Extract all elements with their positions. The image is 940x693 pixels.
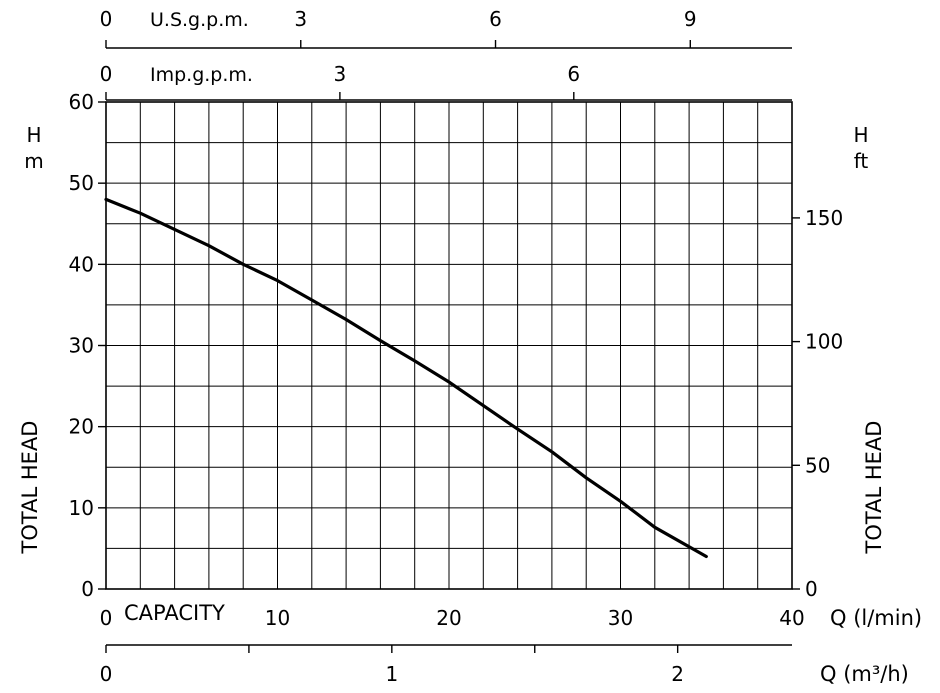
series-line-0 — [106, 199, 706, 556]
y-tick-label-left: 10 — [69, 496, 94, 520]
y-tick-label-right: 0 — [805, 577, 818, 601]
y-axis-unit-h-right: H — [853, 123, 868, 147]
y-tick-label-right: 150 — [805, 206, 843, 230]
y-tick-label-left: 20 — [69, 415, 94, 439]
x-axis-unit-m3h: Q (m³/h) — [820, 662, 909, 686]
x-tick-label-lmin: 20 — [436, 606, 461, 630]
y-axis-unit-ft-right: ft — [854, 149, 869, 173]
series — [106, 199, 706, 556]
y-axis-title-left: TOTAL HEAD — [18, 421, 42, 555]
top-axis-impgpm-tick-label: 3 — [334, 62, 347, 86]
top-axis-unit-impgpm: Imp.g.p.m. — [150, 64, 253, 86]
x-axis-unit-lmin: Q (l/min) — [830, 606, 922, 630]
top-axis-impgpm-tick-label: 0 — [100, 62, 113, 86]
x-tick-label-lmin: 0 — [100, 606, 113, 630]
y-axis-title-right: TOTAL HEAD — [862, 421, 886, 555]
y-tick-label-right: 100 — [805, 330, 843, 354]
top-axis-usgpm-tick-label: 9 — [684, 7, 697, 31]
y-tick-label-left: 50 — [69, 171, 94, 195]
y-tick-label-left: 40 — [69, 252, 94, 276]
top-axis-usgpm-tick-label: 6 — [489, 7, 502, 31]
grid — [106, 102, 792, 589]
x-axis-title: CAPACITY — [124, 601, 225, 625]
top-axis-usgpm-tick-label: 0 — [100, 7, 113, 31]
top-axis-impgpm-tick-label: 6 — [567, 62, 580, 86]
x-axis-m3h-tick-label: 1 — [385, 662, 398, 686]
top-axis-unit-usgpm: U.S.g.p.m. — [150, 9, 249, 31]
x-tick-label-lmin: 30 — [608, 606, 633, 630]
x-tick-label-lmin: 40 — [779, 606, 804, 630]
y-axis-unit-m-left: m — [24, 149, 43, 173]
y-tick-label-left: 60 — [69, 90, 94, 114]
x-axis-m3h-tick-label: 2 — [671, 662, 684, 686]
x-axis-m3h-tick-label: 0 — [100, 662, 113, 686]
y-tick-label-left: 30 — [69, 334, 94, 358]
x-tick-label-lmin: 10 — [265, 606, 290, 630]
y-tick-label-right: 50 — [805, 453, 830, 477]
y-axis-unit-h-left: H — [26, 123, 41, 147]
top-axis-usgpm-tick-label: 3 — [294, 7, 307, 31]
y-tick-label-left: 0 — [81, 577, 94, 601]
